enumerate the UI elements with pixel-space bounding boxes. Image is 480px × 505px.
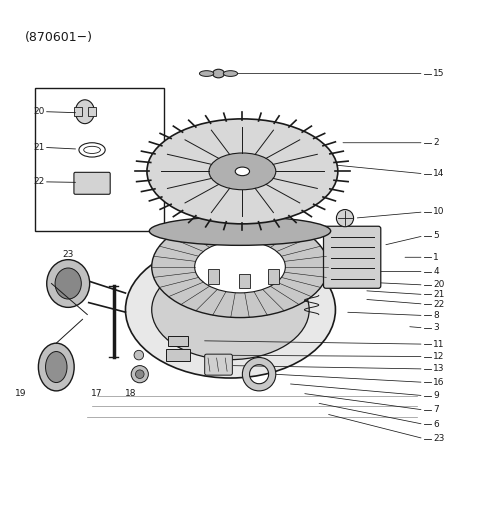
Bar (168, 336, 188, 345)
Text: 22: 22 (33, 177, 44, 186)
Text: 15: 15 (433, 69, 445, 78)
Text: 12: 12 (433, 352, 444, 361)
Text: 19: 19 (15, 388, 26, 397)
Text: 23: 23 (433, 434, 444, 443)
Text: 7: 7 (433, 406, 439, 415)
Text: 17: 17 (91, 388, 103, 397)
Text: 1: 1 (433, 253, 439, 262)
Ellipse shape (152, 260, 309, 360)
Ellipse shape (223, 71, 238, 76)
Ellipse shape (235, 167, 250, 176)
Text: 5: 5 (433, 231, 439, 240)
Bar (166, 349, 190, 361)
Ellipse shape (152, 216, 328, 318)
FancyBboxPatch shape (204, 354, 232, 375)
Bar (74, 107, 82, 117)
Circle shape (134, 350, 144, 360)
Bar (35, 88, 164, 231)
Ellipse shape (79, 143, 105, 157)
Ellipse shape (125, 241, 336, 378)
Ellipse shape (209, 153, 276, 190)
Text: 22: 22 (433, 299, 444, 309)
Text: 3: 3 (433, 323, 439, 332)
Text: 20: 20 (33, 107, 44, 116)
Ellipse shape (149, 217, 331, 245)
Ellipse shape (38, 343, 74, 391)
FancyBboxPatch shape (74, 172, 110, 194)
Text: 21: 21 (433, 290, 444, 299)
Text: (870601−): (870601−) (25, 31, 93, 43)
Text: 23: 23 (62, 250, 74, 259)
Text: 20: 20 (433, 280, 444, 289)
Text: 8: 8 (433, 311, 439, 320)
Text: 14: 14 (433, 169, 444, 178)
Circle shape (336, 210, 354, 227)
Text: 18: 18 (124, 388, 136, 397)
Text: 16: 16 (433, 378, 445, 387)
FancyBboxPatch shape (324, 226, 381, 288)
Ellipse shape (46, 351, 67, 383)
Bar (268, 269, 279, 283)
Text: 13: 13 (433, 365, 445, 373)
Bar (88, 107, 96, 117)
Ellipse shape (47, 260, 90, 308)
Text: 10: 10 (433, 208, 445, 217)
Text: 21: 21 (33, 143, 44, 152)
Circle shape (131, 366, 148, 383)
Ellipse shape (75, 100, 95, 124)
Bar (239, 274, 251, 288)
Ellipse shape (147, 119, 338, 224)
Text: 9: 9 (433, 391, 439, 400)
Circle shape (135, 370, 144, 378)
Ellipse shape (84, 146, 100, 154)
Ellipse shape (195, 241, 285, 293)
Ellipse shape (55, 268, 81, 299)
Text: 2: 2 (433, 138, 439, 147)
Ellipse shape (213, 69, 225, 78)
Bar (208, 269, 219, 283)
Text: 11: 11 (433, 340, 445, 348)
Ellipse shape (199, 71, 214, 76)
Text: 4: 4 (433, 267, 439, 276)
Text: 6: 6 (433, 420, 439, 429)
